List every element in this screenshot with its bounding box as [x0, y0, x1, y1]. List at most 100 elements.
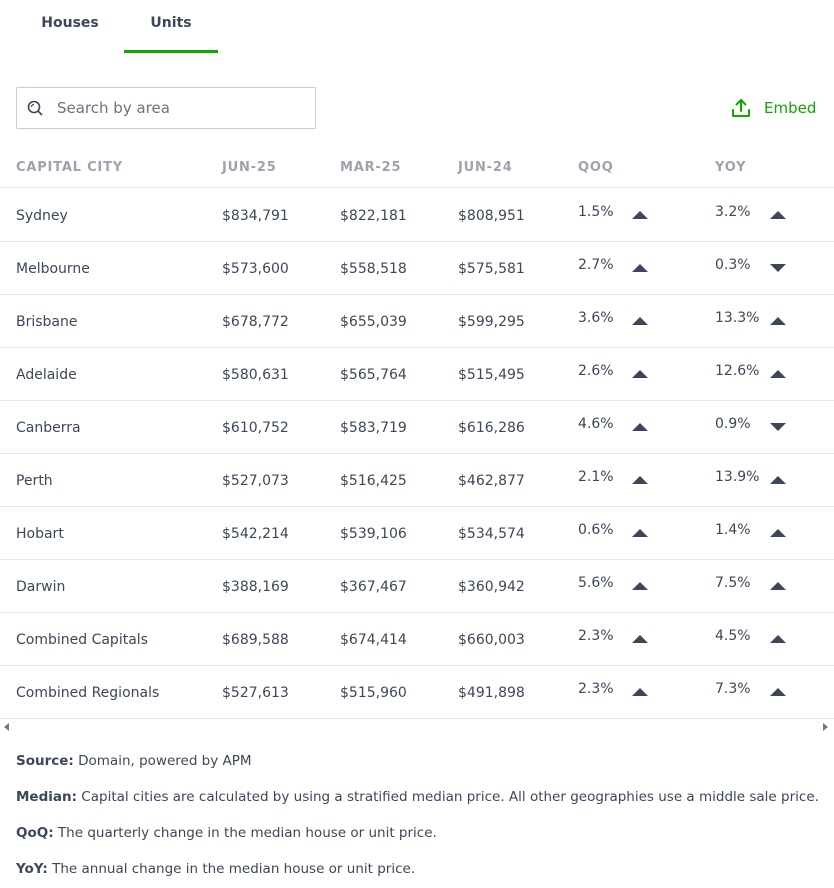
triangle-up-icon [770, 211, 786, 219]
triangle-up-icon [632, 582, 648, 590]
qoq-change: 2.7% [578, 257, 614, 273]
triangle-up-icon [632, 423, 648, 431]
property-type-tabs: Houses Units [0, 0, 834, 56]
embed-label: Embed [764, 99, 817, 117]
city-name: Combined Capitals [16, 632, 148, 648]
qoq-change: 3.6% [578, 310, 614, 326]
embed-button[interactable]: Embed [730, 96, 816, 120]
price-mar-25: $558,518 [340, 261, 407, 277]
triangle-up-icon [632, 370, 648, 378]
table-row: Perth $527,073 $516,425 $462,877 2.1% 13.9% [0, 454, 834, 507]
table-row: Hobart $542,214 $539,106 $534,574 0.6% 1.4% [0, 507, 834, 560]
triangle-up-icon [770, 476, 786, 484]
price-jun-24: $491,898 [458, 685, 525, 701]
yoy-change: 0.9% [715, 416, 751, 432]
header-jun-25[interactable]: JUN-25 [222, 160, 277, 175]
price-jun-25: $542,214 [222, 526, 289, 542]
price-jun-25: $388,169 [222, 579, 289, 595]
header-capital-city[interactable]: CAPITAL CITY [16, 160, 123, 175]
price-mar-25: $674,414 [340, 632, 407, 648]
table-header: CAPITAL CITY JUN-25 MAR-25 JUN-24 QOQ YO… [0, 150, 834, 188]
qoq-change: 0.6% [578, 522, 614, 538]
city-name: Melbourne [16, 261, 90, 277]
tab-houses[interactable]: Houses [41, 15, 99, 31]
city-name: Combined Regionals [16, 685, 160, 701]
table-row: Sydney $834,791 $822,181 $808,951 1.5% 3.2% [0, 189, 834, 242]
note-text: Domain, powered by APM [73, 753, 252, 769]
yoy-change: 1.4% [715, 522, 751, 538]
city-name: Darwin [16, 579, 66, 595]
price-jun-24: $599,295 [458, 314, 525, 330]
header-mar-25[interactable]: MAR-25 [340, 160, 402, 175]
qoq-change: 2.3% [578, 681, 614, 697]
yoy-change: 4.5% [715, 628, 751, 644]
price-jun-25: $610,752 [222, 420, 289, 436]
price-jun-25: $580,631 [222, 367, 289, 383]
city-name: Brisbane [16, 314, 78, 330]
price-mar-25: $515,960 [340, 685, 407, 701]
qoq-change: 2.3% [578, 628, 614, 644]
note-source: Source: Domain, powered by APM [16, 753, 252, 769]
upload-icon [732, 99, 750, 117]
price-jun-25: $678,772 [222, 314, 289, 330]
yoy-change: 13.9% [715, 469, 760, 485]
price-mar-25: $655,039 [340, 314, 407, 330]
horizontal-scrollbar[interactable] [0, 719, 834, 735]
triangle-up-icon [632, 529, 648, 537]
table-row: Combined Regionals $527,613 $515,960 $491,8… [0, 666, 834, 719]
table-row: Combined Capitals $689,588 $674,414 $660,00… [0, 613, 834, 666]
price-jun-25: $527,613 [222, 685, 289, 701]
price-mar-25: $516,425 [340, 473, 407, 489]
price-jun-24: $515,495 [458, 367, 525, 383]
price-jun-24: $462,877 [458, 473, 525, 489]
triangle-down-icon [770, 423, 786, 431]
price-jun-24: $660,003 [458, 632, 525, 648]
note-text: The quarterly change in the median house… [53, 825, 437, 841]
table-row: Melbourne $573,600 $558,518 $575,581 2.7% 0.3… [0, 242, 834, 295]
qoq-change: 4.6% [578, 416, 614, 432]
price-mar-25: $539,106 [340, 526, 407, 542]
yoy-change: 7.5% [715, 575, 751, 591]
qoq-change: 2.1% [578, 469, 614, 485]
price-jun-25: $689,588 [222, 632, 289, 648]
table-row: Canberra $610,752 $583,719 $616,286 4.6% 0.9% [0, 401, 834, 454]
header-yoy[interactable]: YOY [715, 160, 747, 175]
price-jun-24: $616,286 [458, 420, 525, 436]
note-text: The annual change in the median house or… [47, 861, 416, 877]
tab-units[interactable]: Units [150, 15, 192, 31]
price-mar-25: $822,181 [340, 208, 407, 224]
price-mar-25: $583,719 [340, 420, 407, 436]
triangle-down-icon [770, 264, 786, 272]
triangle-up-icon [770, 370, 786, 378]
triangle-up-icon [770, 635, 786, 643]
scroll-left-arrow-icon[interactable] [2, 722, 12, 732]
header-jun-24[interactable]: JUN-24 [458, 160, 513, 175]
active-tab-indicator [124, 50, 218, 53]
note-qoq: QoQ: The quarterly change in the median … [16, 825, 437, 841]
search-box [16, 87, 316, 129]
price-jun-25: $527,073 [222, 473, 289, 489]
price-mar-25: $367,467 [340, 579, 407, 595]
qoq-change: 2.6% [578, 363, 614, 379]
note-label: YoY: [16, 861, 48, 877]
table-row: Adelaide $580,631 $565,764 $515,495 2.6% 12.6… [0, 348, 834, 401]
yoy-change: 12.6% [715, 363, 760, 379]
header-qoq[interactable]: QOQ [578, 160, 614, 175]
table-row: Darwin $388,169 $367,467 $360,942 5.6% 7.5% [0, 560, 834, 613]
scroll-right-arrow-icon[interactable] [820, 722, 830, 732]
city-name: Perth [16, 473, 53, 489]
search-input[interactable] [57, 96, 307, 120]
note-label: QoQ: [16, 825, 54, 841]
price-jun-24: $575,581 [458, 261, 525, 277]
qoq-change: 1.5% [578, 204, 614, 220]
triangle-up-icon [770, 688, 786, 696]
note-yoy: YoY: The annual change in the median hou… [16, 861, 415, 877]
table-row: Brisbane $678,772 $655,039 $599,295 3.6% 13.3… [0, 295, 834, 348]
price-jun-25: $573,600 [222, 261, 289, 277]
price-jun-24: $360,942 [458, 579, 525, 595]
note-median: Median: Capital cities are calculated by… [16, 789, 819, 805]
city-name: Canberra [16, 420, 81, 436]
price-jun-24: $808,951 [458, 208, 525, 224]
qoq-change: 5.6% [578, 575, 614, 591]
